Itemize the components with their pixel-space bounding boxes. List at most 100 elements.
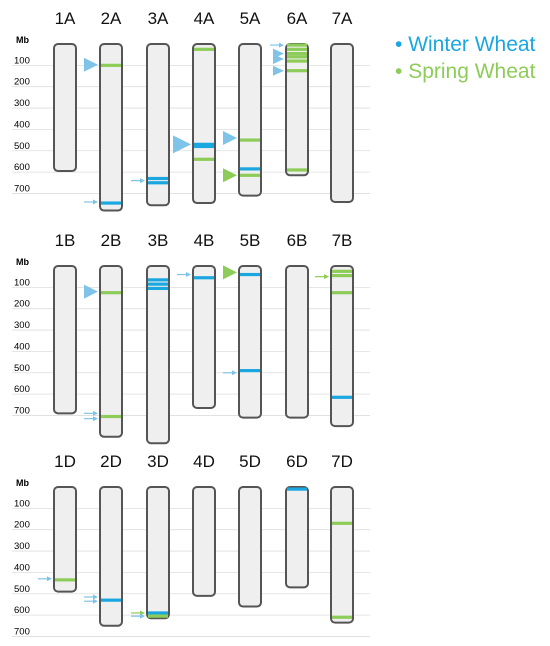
tick-label-700: 700 — [14, 626, 30, 637]
tick-label-400: 400 — [14, 341, 30, 352]
chromosome-label-7d: 7D — [331, 452, 353, 471]
marker-4b-0 — [194, 276, 214, 280]
marker-3b-2 — [148, 286, 168, 291]
chromosome-label-1d: 1D — [54, 452, 76, 471]
marker-7b-0 — [332, 269, 352, 273]
arrow-6a-0 — [279, 42, 284, 48]
tick-label-400: 400 — [14, 562, 30, 573]
arrow-5a-0 — [223, 130, 237, 145]
marker-3d-1 — [148, 614, 168, 618]
chromosome-body-2a — [99, 43, 123, 212]
marker-6a-3 — [287, 55, 307, 59]
arrow-3d-0 — [140, 610, 145, 616]
marker-7b-1 — [332, 274, 352, 278]
marker-2b-0 — [101, 291, 121, 295]
chromosome-2b: 2B — [84, 231, 123, 438]
marker-6a-1 — [287, 47, 307, 51]
marker-7b-2 — [332, 291, 352, 295]
chromosome-5a: 5A — [223, 9, 262, 197]
tick-label-200: 200 — [14, 299, 30, 310]
arrow-2d-0 — [93, 594, 98, 600]
tick-label-100: 100 — [14, 277, 30, 288]
chromosome-label-1a: 1A — [55, 9, 76, 28]
arrow-2b-2 — [93, 416, 98, 422]
chromosome-body-2b — [99, 265, 123, 438]
legend-winter-label: Winter Wheat — [408, 33, 535, 56]
chromosome-4a: 4A — [173, 9, 216, 205]
chromosome-2d: 2D — [84, 452, 123, 627]
chromosome-7a: 7A — [330, 9, 354, 203]
marker-5a-2 — [240, 173, 260, 177]
legend-spring-label: Spring Wheat — [408, 60, 535, 83]
genome-panels: Mb 100 200 300 400 500 600 700 1A 2A 3A 4A 5A 6A 7A Mb 1… — [12, 9, 370, 637]
chromosome-label-4a: 4A — [194, 9, 215, 28]
axis-title-mb: Mb — [16, 257, 29, 267]
chromosome-label-1b: 1B — [55, 231, 76, 250]
chromosome-body-4d — [192, 486, 216, 597]
marker-7d-0 — [332, 521, 352, 525]
chromosome-label-3d: 3D — [147, 452, 169, 471]
marker-4a-3 — [194, 157, 214, 161]
chromosome-label-2d: 2D — [100, 452, 122, 471]
chromosome-body-7d — [330, 486, 354, 624]
chromosome-body-6d — [285, 486, 309, 589]
chromosome-label-7a: 7A — [332, 9, 353, 28]
tick-label-200: 200 — [14, 77, 30, 88]
chromosome-body-5b — [238, 265, 262, 419]
marker-5b-1 — [240, 369, 260, 373]
chromosome-body-5a — [238, 43, 262, 197]
marker-6a-0 — [287, 43, 307, 47]
chromosome-7b: 7B — [315, 231, 354, 428]
arrow-3d-1 — [140, 613, 145, 619]
chromosome-label-6a: 6A — [287, 9, 308, 28]
chromosome-label-2a: 2A — [101, 9, 122, 28]
chromosome-label-5b: 5B — [240, 231, 261, 250]
marker-2a-1 — [101, 201, 121, 205]
tick-label-700: 700 — [14, 405, 30, 416]
chromosome-5b: 5B — [223, 231, 262, 419]
genome-panel-d: Mb 100 200 300 400 500 600 700 1D 2D 3D 4D 5D 6D 7D — [12, 452, 370, 637]
legend-spring-bullet: • — [395, 60, 408, 83]
marker-6a-4 — [287, 59, 307, 63]
chromosome-body-7b — [330, 265, 354, 428]
marker-3b-0 — [148, 278, 168, 282]
tick-label-400: 400 — [14, 119, 30, 130]
tick-label-300: 300 — [14, 98, 30, 109]
marker-6d-0 — [287, 487, 307, 491]
chromosome-label-6d: 6D — [286, 452, 308, 471]
arrow-4a-0 — [173, 135, 191, 154]
chromosome-body-1b — [53, 265, 77, 415]
legend-spring-wheat: • Spring Wheat — [395, 60, 536, 83]
chromosome-body-3b — [146, 265, 170, 445]
chromosome-body-6a — [285, 43, 309, 177]
tick-label-300: 300 — [14, 320, 30, 331]
chromosome-label-4d: 4D — [193, 452, 215, 471]
chromosome-3d: 3D — [131, 452, 170, 620]
chromosome-1d: 1D — [38, 452, 77, 593]
arrow-5b-0 — [223, 265, 237, 280]
chromosome-label-3a: 3A — [148, 9, 169, 28]
chromosome-label-2b: 2B — [101, 231, 122, 250]
genome-panel-b: Mb 100 200 300 400 500 600 700 1B 2B 3B 4B 5B 6B 7B — [12, 231, 370, 445]
axis-title-mb: Mb — [16, 35, 29, 45]
chromosome-6b: 6B — [285, 231, 309, 419]
marker-2b-1 — [101, 414, 121, 419]
arrow-2d-1 — [93, 598, 98, 604]
arrow-6a-3 — [273, 65, 284, 76]
marker-5b-0 — [240, 272, 260, 277]
legend-winter-bullet: • — [395, 33, 408, 56]
chromosome-body-3a — [146, 43, 170, 207]
chromosome-4b: 4B — [177, 231, 216, 409]
tick-label-500: 500 — [14, 141, 30, 152]
genome-panel-a: Mb 100 200 300 400 500 600 700 1A 2A 3A 4A 5A 6A 7A — [12, 9, 370, 212]
chromosome-label-5d: 5D — [239, 452, 261, 471]
chromosome-3a: 3A — [131, 9, 170, 207]
marker-6a-5 — [287, 69, 307, 73]
arrow-2a-1 — [93, 199, 98, 205]
tick-label-600: 600 — [14, 605, 30, 616]
chromosome-4d: 4D — [192, 452, 216, 597]
chromosome-label-5a: 5A — [240, 9, 261, 28]
arrow-6a-2 — [273, 53, 284, 64]
chromosome-label-7b: 7B — [332, 231, 353, 250]
